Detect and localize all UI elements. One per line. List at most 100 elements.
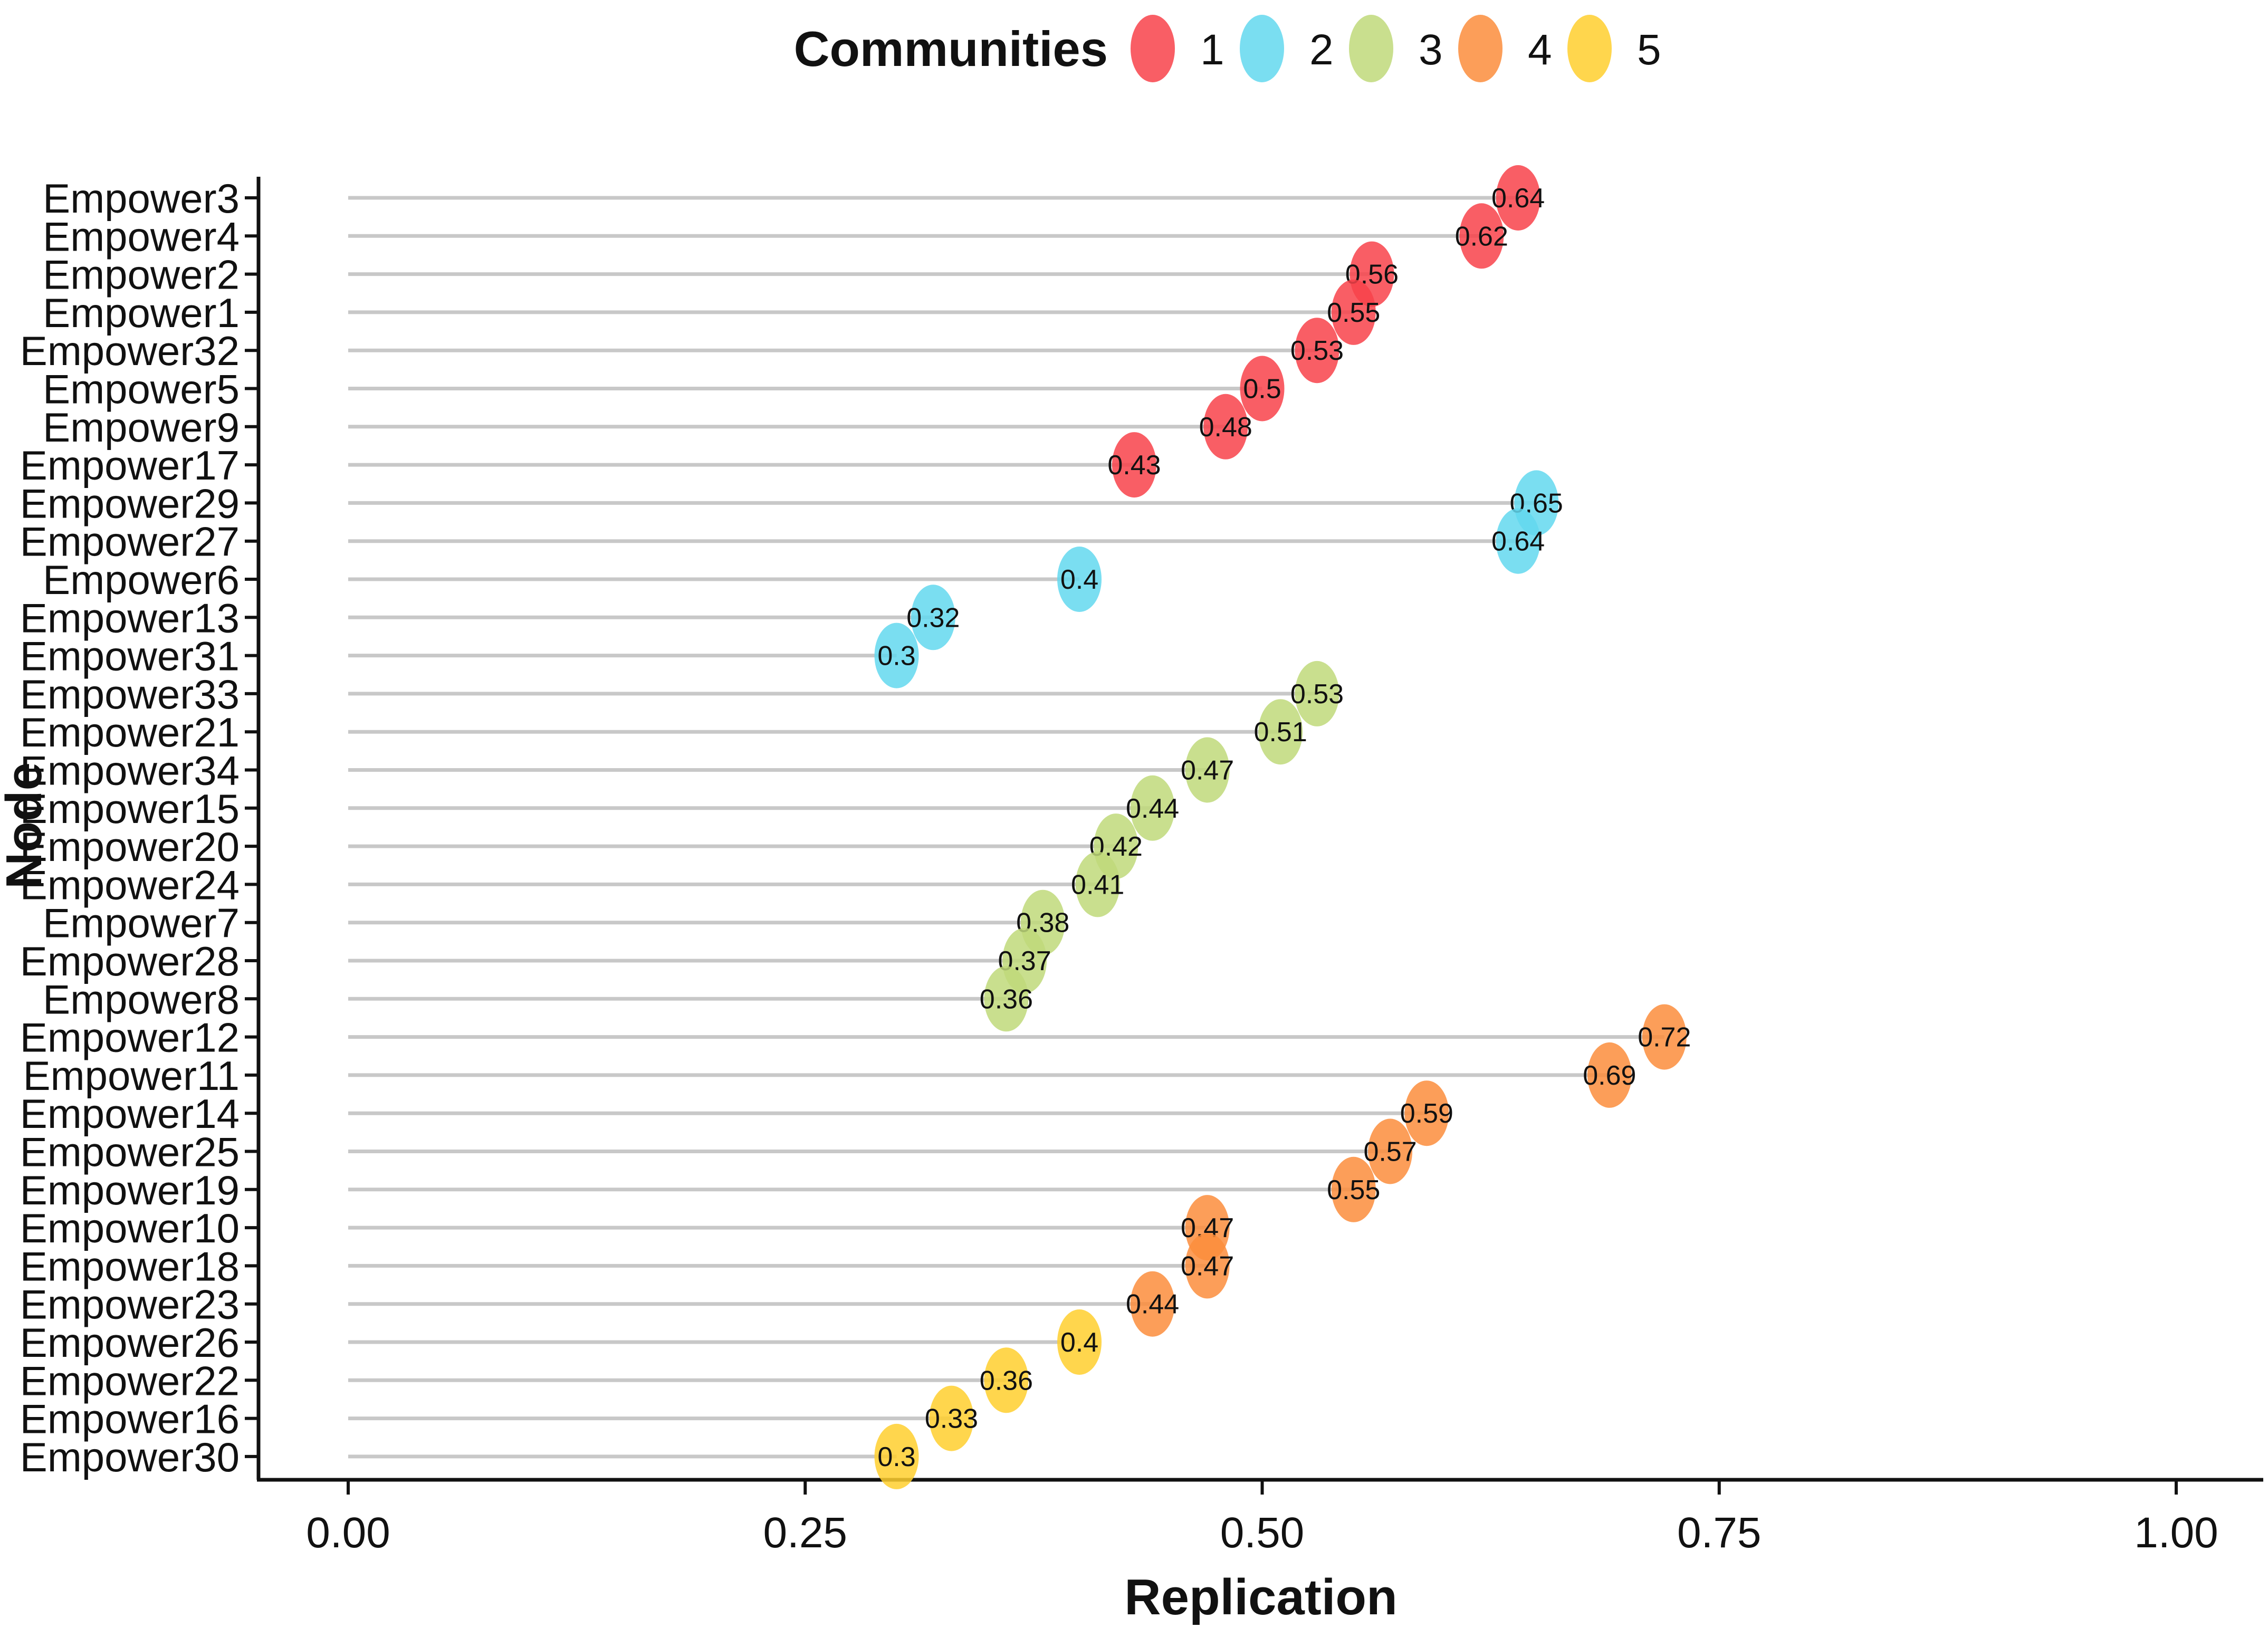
point-Empower34 (1185, 737, 1230, 803)
stems-layer (348, 196, 1664, 1459)
value-label-Empower9: 0.48 (1199, 412, 1252, 443)
value-label-Empower16: 0.33 (925, 1404, 978, 1434)
y-tick-label: Empower14 (20, 1090, 240, 1137)
value-label-Empower32: 0.53 (1290, 336, 1344, 366)
point-Empower27 (1496, 508, 1540, 574)
point-Empower5 (1240, 356, 1285, 422)
value-label-Empower18: 0.47 (1181, 1251, 1234, 1281)
point-Empower19 (1331, 1156, 1376, 1222)
y-tick-label: Empower7 (43, 900, 240, 946)
point-Empower22 (984, 1347, 1029, 1413)
y-tick-label: Empower11 (23, 1052, 240, 1099)
value-label-Empower1: 0.55 (1327, 298, 1380, 328)
points-layer: 0.640.620.560.550.530.50.480.430.650.640… (874, 165, 1691, 1489)
point-Empower32 (1295, 318, 1339, 384)
point-Empower23 (1130, 1271, 1175, 1337)
legend-swatch-5 (1567, 15, 1612, 82)
y-tick-label: Empower10 (20, 1205, 240, 1251)
value-label-Empower34: 0.47 (1181, 755, 1234, 786)
legend-label-2: 2 (1309, 26, 1334, 74)
value-label-Empower15: 0.44 (1126, 793, 1179, 824)
value-label-Empower33: 0.53 (1290, 679, 1344, 710)
y-tick-label: Empower16 (20, 1396, 240, 1442)
legend-label-3: 3 (1419, 26, 1443, 74)
value-label-Empower25: 0.57 (1363, 1137, 1417, 1167)
value-label-Empower13: 0.32 (906, 602, 960, 633)
value-label-Empower4: 0.62 (1455, 221, 1508, 252)
value-label-Empower8: 0.36 (980, 984, 1033, 1014)
legend-title: Communities (794, 21, 1108, 76)
y-tick-label: Empower18 (20, 1243, 240, 1289)
y-tick-label: Empower28 (20, 938, 240, 984)
y-axis-title: Node (0, 762, 52, 889)
value-label-Empower24: 0.41 (1071, 869, 1124, 900)
x-tick-label: 0.25 (763, 1509, 847, 1557)
legend: Communities 1 2 3 4 5 (794, 15, 1661, 82)
point-Empower8 (984, 966, 1029, 1032)
y-tick-label: Empower26 (20, 1319, 240, 1366)
y-tick-label: Empower13 (20, 595, 240, 641)
point-Empower17 (1112, 432, 1156, 498)
y-tick-label: Empower15 (20, 786, 240, 832)
y-tick-label: Empower1 (43, 290, 240, 336)
point-Empower12 (1642, 1004, 1687, 1070)
legend-swatch-3 (1349, 15, 1393, 82)
point-Empower16 (929, 1385, 974, 1451)
point-Empower18 (1185, 1233, 1230, 1299)
y-tick-label: Empower29 (20, 480, 240, 526)
value-label-Empower26: 0.4 (1060, 1327, 1098, 1358)
value-label-Empower21: 0.51 (1254, 717, 1307, 748)
y-tick-label: Empower32 (20, 328, 240, 374)
legend-label-5: 5 (1637, 26, 1661, 74)
legend-swatch-4 (1458, 15, 1503, 82)
y-tick-label: Empower4 (43, 213, 240, 260)
value-label-Empower30: 0.3 (877, 1442, 915, 1472)
point-Empower6 (1057, 547, 1102, 612)
point-Empower30 (874, 1423, 919, 1489)
point-Empower11 (1587, 1042, 1632, 1108)
point-Empower3 (1496, 165, 1540, 231)
axes (245, 177, 2263, 1495)
y-tick-label: Empower19 (20, 1167, 240, 1213)
y-tick-label: Empower2 (43, 252, 240, 298)
y-tick-label: Empower23 (20, 1281, 240, 1328)
y-tick-label: Empower22 (20, 1357, 240, 1404)
x-tick-label: 1.00 (2134, 1509, 2218, 1557)
y-axis-labels: Empower3Empower4Empower2Empower1Empower3… (20, 175, 240, 1480)
y-tick-label: Empower6 (43, 557, 240, 603)
y-tick-label: Empower5 (43, 366, 240, 413)
point-Empower14 (1404, 1080, 1449, 1146)
y-tick-label: Empower24 (20, 861, 240, 908)
y-tick-label: Empower33 (20, 671, 240, 717)
y-tick-label: Empower20 (20, 824, 240, 870)
value-label-Empower17: 0.43 (1107, 450, 1161, 481)
point-Empower21 (1258, 699, 1303, 765)
point-Empower25 (1368, 1118, 1413, 1184)
y-tick-label: Empower12 (20, 1014, 240, 1061)
y-tick-label: Empower25 (20, 1129, 240, 1175)
value-label-Empower19: 0.55 (1327, 1175, 1380, 1205)
y-tick-label: Empower31 (20, 633, 240, 679)
value-label-Empower3: 0.64 (1491, 183, 1545, 214)
point-Empower24 (1075, 851, 1120, 917)
y-tick-label: Empower9 (43, 404, 240, 451)
value-label-Empower27: 0.64 (1491, 526, 1545, 557)
y-tick-label: Empower21 (20, 709, 240, 755)
legend-label-1: 1 (1200, 26, 1224, 74)
value-label-Empower6: 0.4 (1060, 564, 1098, 595)
y-tick-label: Empower34 (20, 748, 240, 794)
point-Empower15 (1130, 775, 1175, 841)
x-tick-label: 0.50 (1220, 1509, 1305, 1557)
value-label-Empower14: 0.59 (1400, 1098, 1453, 1129)
point-Empower1 (1331, 279, 1376, 345)
value-label-Empower23: 0.44 (1126, 1289, 1179, 1320)
value-label-Empower22: 0.36 (980, 1365, 1033, 1396)
point-Empower26 (1057, 1309, 1102, 1375)
y-tick-label: Empower8 (43, 976, 240, 1022)
y-tick-label: Empower17 (20, 442, 240, 489)
x-axis-title: Replication (1124, 1569, 1397, 1625)
value-label-Empower31: 0.3 (877, 641, 915, 672)
y-tick-label: Empower30 (20, 1434, 240, 1480)
y-tick-label: Empower3 (43, 175, 240, 222)
point-Empower31 (874, 623, 919, 688)
